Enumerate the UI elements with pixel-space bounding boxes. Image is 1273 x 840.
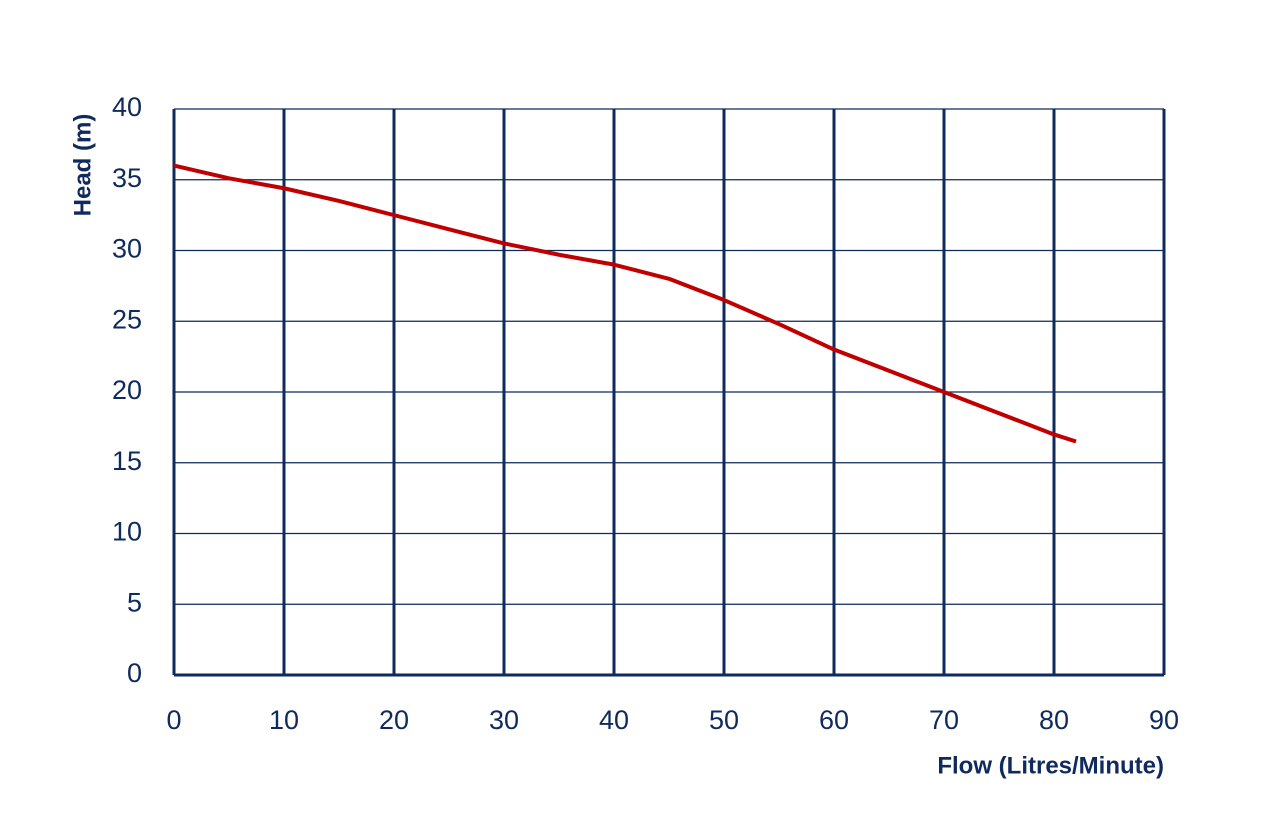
x-tick-label: 30 <box>489 705 519 735</box>
x-tick-label: 50 <box>709 705 739 735</box>
y-tick-label: 25 <box>112 304 142 334</box>
y-tick-label: 10 <box>112 517 142 547</box>
x-tick-label: 70 <box>929 705 959 735</box>
x-tick-label: 10 <box>269 705 299 735</box>
x-tick-label: 80 <box>1039 705 1069 735</box>
line <box>173 163 1077 444</box>
x-tick-label: 20 <box>379 705 409 735</box>
y-tick-label: 40 <box>112 92 142 122</box>
x-tick-label: 60 <box>819 705 849 735</box>
y-axis-title: Head (m) <box>69 114 96 217</box>
x-tick-label: 90 <box>1149 705 1179 735</box>
y-tick-label: 5 <box>127 587 142 617</box>
y-tick-label: 0 <box>127 658 142 688</box>
y-tick-label: 30 <box>112 234 142 264</box>
x-tick-label: 40 <box>599 705 629 735</box>
y-tick-label: 20 <box>112 375 142 405</box>
x-axis-title: Flow (Litres/Minute) <box>937 752 1164 779</box>
y-tick-label: 35 <box>112 163 142 193</box>
x-tick-label: 0 <box>166 705 181 735</box>
y-tick-label: 15 <box>112 446 142 476</box>
